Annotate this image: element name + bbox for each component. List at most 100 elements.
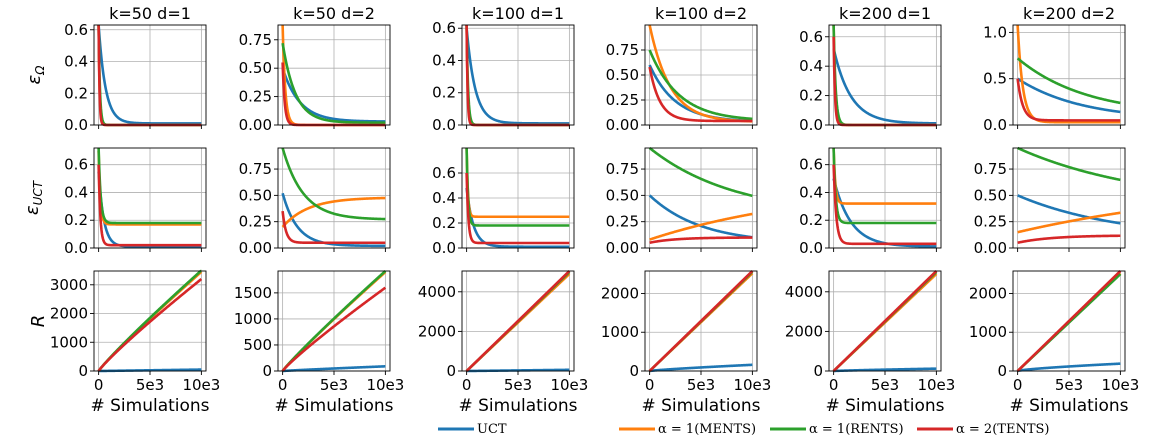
y-tick-label: 0.2 xyxy=(799,211,823,229)
series-line-ments xyxy=(97,150,203,226)
series-line-tents xyxy=(648,236,754,245)
y-axis-label-row-2: εUCT xyxy=(22,179,45,215)
legend-label-rents: α = 1(RENTS) xyxy=(809,422,904,437)
y-tick-label: 500 xyxy=(243,336,272,354)
y-tick-label: 0.0 xyxy=(64,239,88,257)
x-tick-label: 0 xyxy=(829,376,839,394)
series-line-uct xyxy=(281,192,387,248)
y-axis-label-sub: UCT xyxy=(31,179,45,205)
x-tick-label: 10e3 xyxy=(366,376,404,394)
y-tick-label: 0.4 xyxy=(64,183,88,201)
subplot-r3c5: 0 2000 4000 0 5e3 10e3 # Simulations xyxy=(785,270,955,416)
series-line-tents xyxy=(281,286,387,372)
y-tick-label: 0.75 xyxy=(239,160,272,178)
subplot-r2c2: 0.00 0.25 0.50 0.75 xyxy=(239,147,391,257)
subplot-r2c6: 0.00 0.25 0.50 0.75 xyxy=(974,146,1126,257)
y-tick-label: 0.50 xyxy=(239,186,272,204)
subplot-r1c1: 0.0 0.2 0.4 0.6 k=50 d=1 xyxy=(64,4,207,134)
y-tick-label: 2000 xyxy=(969,284,1007,302)
y-tick-label: 2000 xyxy=(50,305,88,323)
y-tick-label: 0.50 xyxy=(606,66,639,84)
series-line-tents xyxy=(465,172,571,245)
y-tick-label: 0.6 xyxy=(64,21,88,39)
y-tick-label: 1.0 xyxy=(983,23,1007,41)
subplot-r1c5: 0.0 0.2 0.4 0.6 k=200 d=1 xyxy=(799,4,942,134)
x-tick-label: 0 xyxy=(278,376,288,394)
y-tick-label: 0.4 xyxy=(432,51,456,69)
y-tick-label: 0.0 xyxy=(64,116,88,134)
x-tick-label: 5e3 xyxy=(504,376,532,394)
subplot-r3c1: 0 1000 2000 3000 0 5e3 10e3 # Simulations xyxy=(50,269,220,416)
y-axis-label-main: ε xyxy=(22,205,43,215)
subplot-r2c5: 0.0 0.2 0.4 0.6 xyxy=(799,147,942,257)
series-line-ments xyxy=(832,147,938,205)
y-tick-label: 0.00 xyxy=(239,116,272,134)
series-line-uct xyxy=(648,363,754,373)
y-tick-label: 0.00 xyxy=(606,239,639,257)
y-tick-label: 1000 xyxy=(50,333,88,351)
y-tick-label: 0.75 xyxy=(606,160,639,178)
x-axis-label: # Simulations xyxy=(641,396,760,416)
series-line-rents xyxy=(1016,146,1122,182)
series-line-ments xyxy=(1016,211,1122,234)
y-tick-label: 0.25 xyxy=(239,88,272,106)
column-title: k=200 d=1 xyxy=(839,4,931,23)
y-tick-label: 3000 xyxy=(50,276,88,294)
x-axis-label: # Simulations xyxy=(825,396,944,416)
y-tick-label: 0.25 xyxy=(606,91,639,109)
series-line-tents xyxy=(97,164,203,247)
subplot-r3c3: 0 2000 4000 0 5e3 10e3 # Simulations xyxy=(418,270,588,416)
x-tick-label: 5e3 xyxy=(871,376,899,394)
series-line-uct xyxy=(832,367,938,373)
legend-label-uct: UCT xyxy=(477,422,507,437)
series-line-rents xyxy=(97,147,203,225)
y-tick-label: 1000 xyxy=(234,310,272,328)
legend: UCT α = 1(MENTS) α = 1(RENTS) α = 2(TENTS) xyxy=(438,422,1049,437)
series-line-uct xyxy=(465,28,571,125)
y-tick-label: 0.2 xyxy=(432,214,456,232)
series-line-ments xyxy=(465,147,571,219)
y-tick-label: 2000 xyxy=(418,322,456,340)
subplot-r2c3: 0.0 0.2 0.4 0.6 xyxy=(432,147,575,257)
series-line-ments xyxy=(648,212,754,241)
y-tick-label: 0 xyxy=(813,362,823,380)
subplot-r1c6: 0.0 0.5 1.0 k=200 d=2 xyxy=(983,4,1126,134)
series-line-rents xyxy=(1016,57,1122,105)
y-tick-label: 0.2 xyxy=(64,84,88,102)
y-tick-label: 0.4 xyxy=(64,53,88,71)
y-tick-label: 0.6 xyxy=(799,156,823,174)
y-axis-label-main: ε xyxy=(24,74,45,84)
series-line-rents xyxy=(832,147,938,225)
y-tick-label: 2000 xyxy=(785,322,823,340)
y-tick-label: 0.0 xyxy=(799,239,823,257)
y-axis-label-row-3: R xyxy=(28,315,49,328)
y-tick-label: 0.50 xyxy=(974,186,1007,204)
y-tick-label: 0.6 xyxy=(64,156,88,174)
y-tick-label: 1000 xyxy=(969,323,1007,341)
series-line-tents xyxy=(832,164,938,246)
series-line-tents xyxy=(1016,270,1122,372)
y-tick-label: 0 xyxy=(446,362,456,380)
y-axis-label-row-1: εΩ xyxy=(24,65,47,85)
series-line-uct xyxy=(1016,362,1122,373)
y-tick-label: 0.2 xyxy=(799,87,823,105)
y-tick-label: 0.2 xyxy=(432,84,456,102)
series-line-tents xyxy=(281,211,387,245)
y-tick-label: 0.75 xyxy=(239,31,272,49)
y-axis-label-main: R xyxy=(28,315,49,328)
subplot-r1c4: 0.00 0.25 0.50 0.75 k=100 d=2 xyxy=(606,4,758,134)
y-tick-label: 0.00 xyxy=(974,239,1007,257)
y-tick-label: 2000 xyxy=(601,284,639,302)
y-tick-label: 0.2 xyxy=(64,211,88,229)
y-tick-label: 0.6 xyxy=(432,164,456,182)
column-title: k=200 d=2 xyxy=(1023,4,1115,23)
y-tick-label: 0.75 xyxy=(606,41,639,59)
x-tick-label: 5e3 xyxy=(1055,376,1083,394)
series-line-rents xyxy=(465,147,571,227)
y-tick-label: 4000 xyxy=(418,283,456,301)
series-line-tents xyxy=(648,270,754,372)
x-axis-label: # Simulations xyxy=(90,396,209,416)
x-axis-label: # Simulations xyxy=(274,396,393,416)
y-tick-label: 1500 xyxy=(234,284,272,302)
